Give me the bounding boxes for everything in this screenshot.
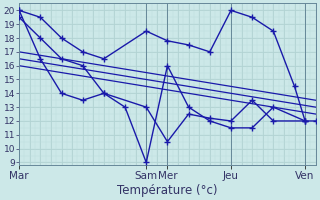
X-axis label: Température (°c): Température (°c) xyxy=(117,184,218,197)
